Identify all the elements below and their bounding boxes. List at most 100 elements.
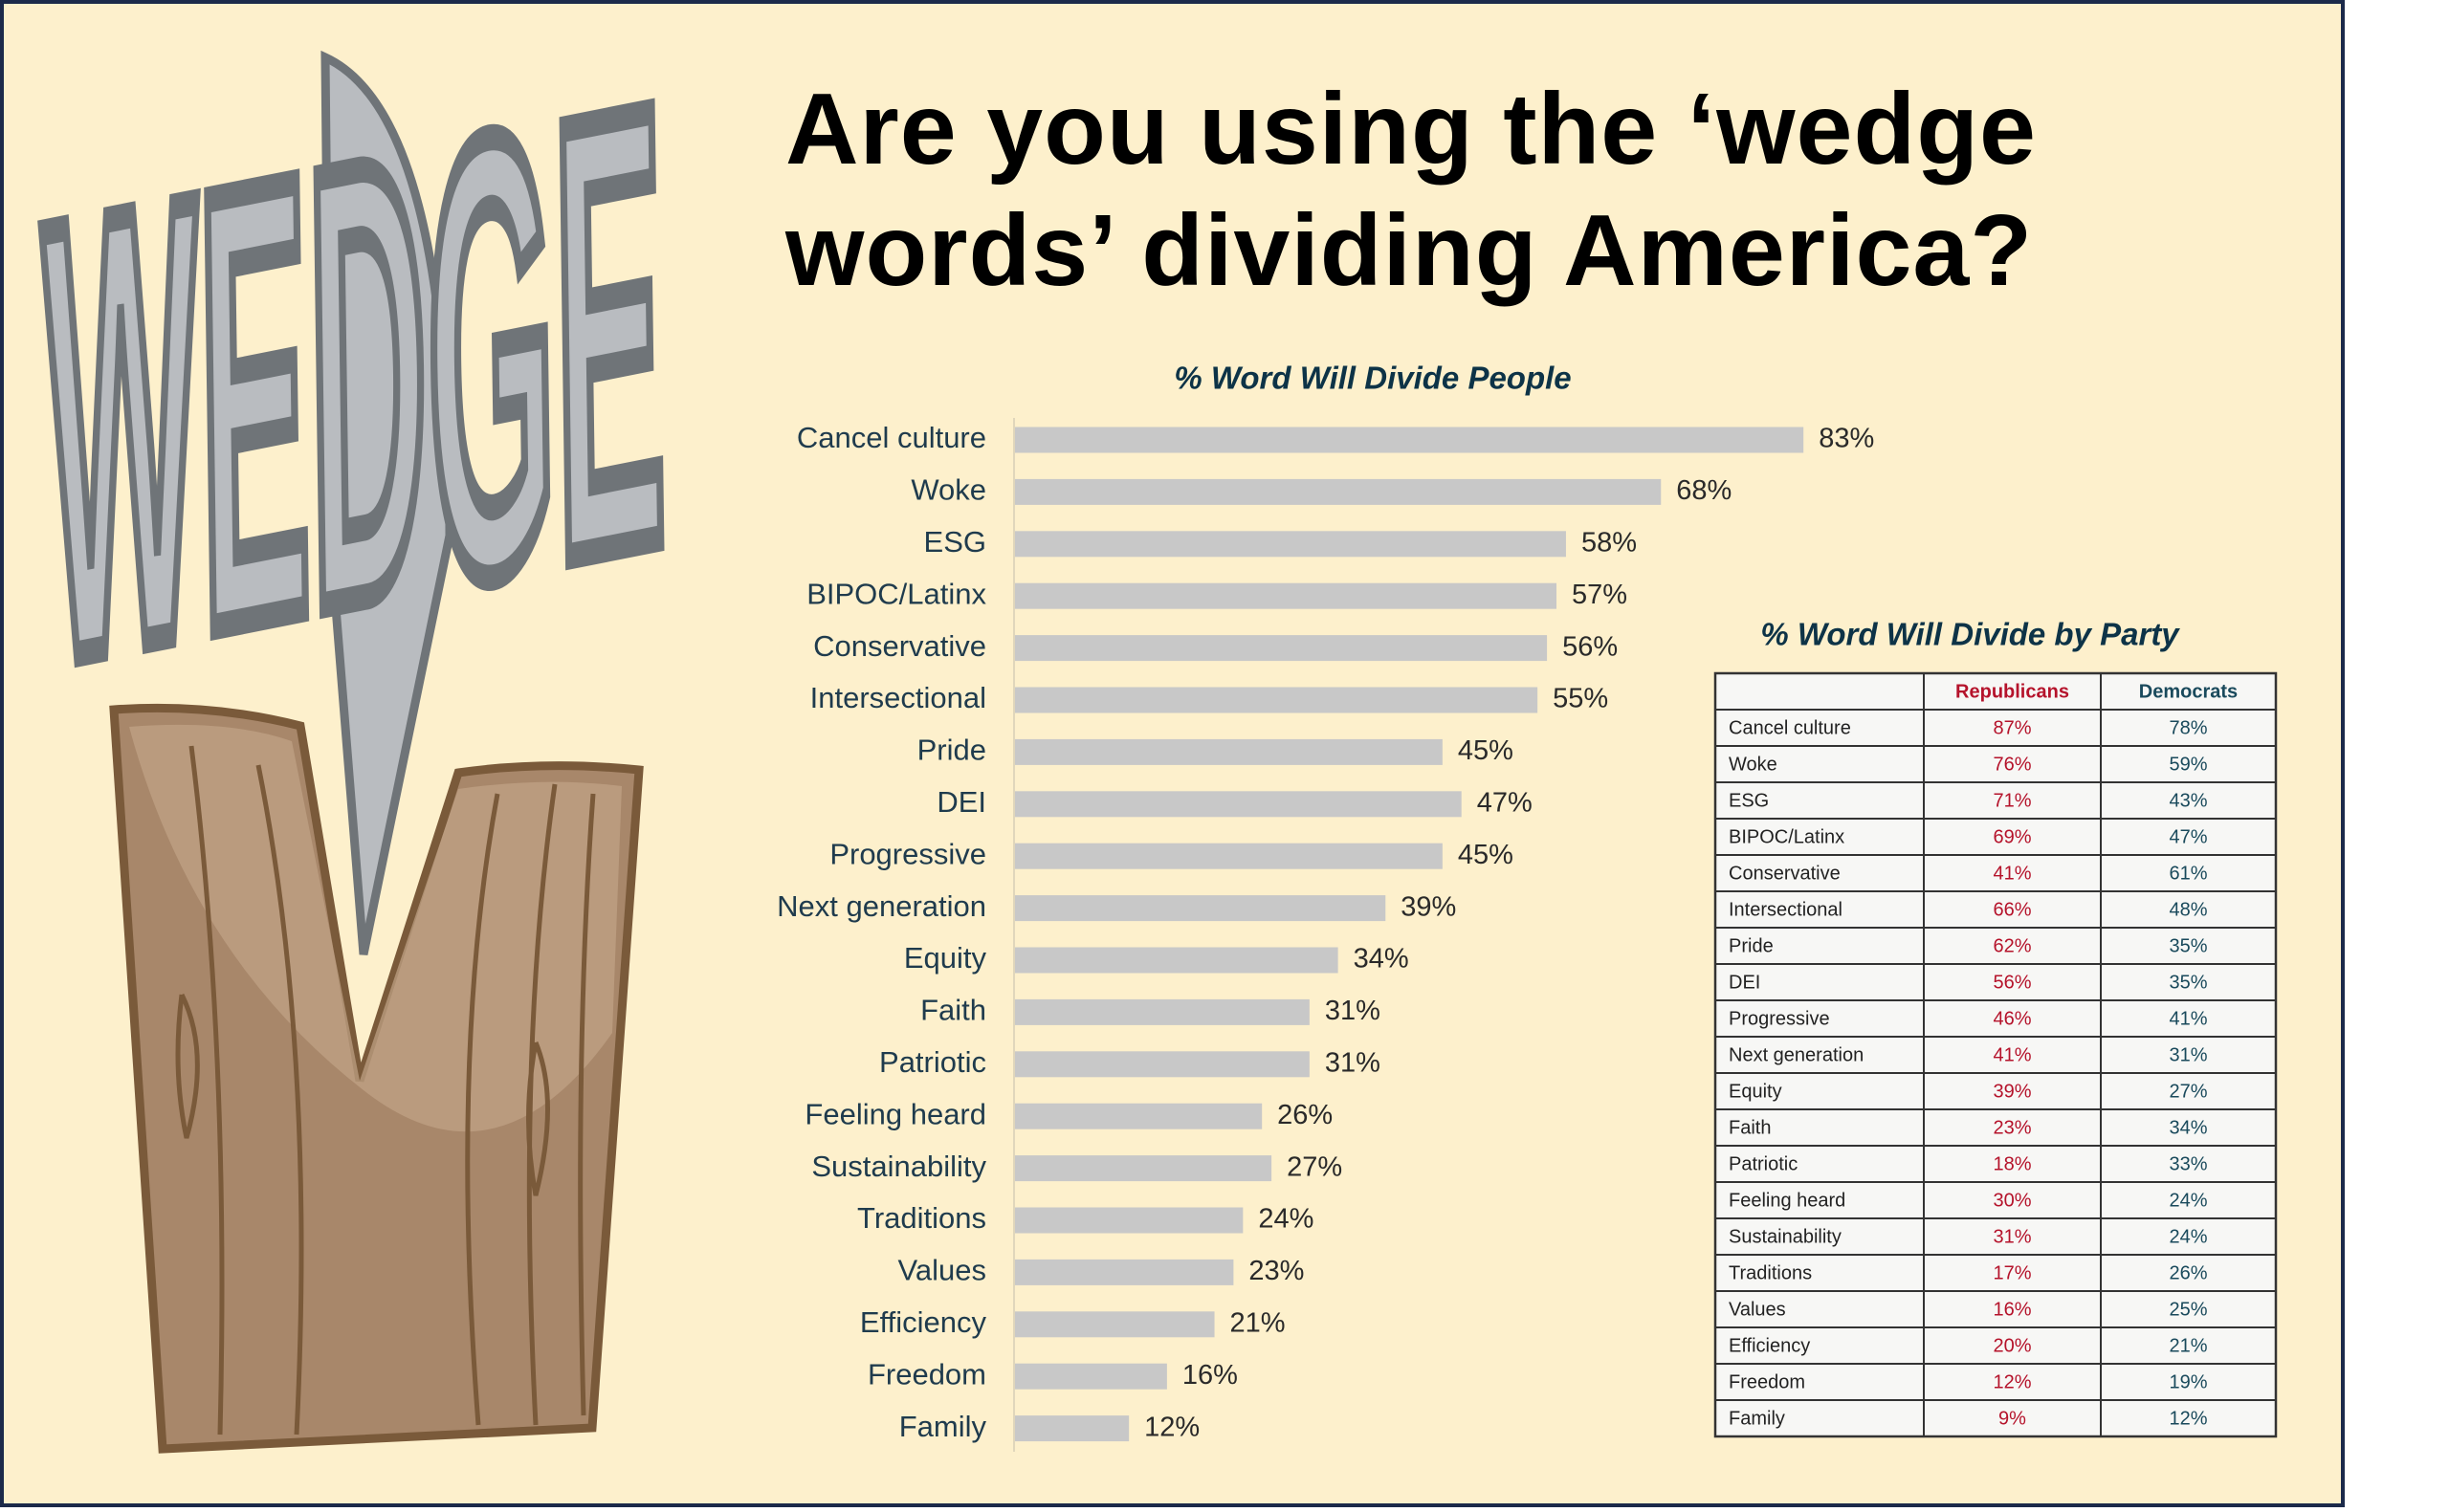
value-label: 34% [1354,944,1409,975]
table-cell: 76% [1993,754,2031,775]
bar [1015,427,1804,453]
table-cell: 19% [2169,1371,2207,1392]
category-label: ESG [924,525,986,559]
value-label: 21% [1230,1307,1286,1338]
category-label: Feeling heard [805,1097,986,1130]
value-label: 58% [1581,527,1637,558]
table-cell: 35% [2169,935,2207,956]
bar [1015,1103,1263,1129]
table-cell: 31% [2169,1044,2207,1065]
table-row-label: Cancel culture [1729,717,1851,738]
table-row-label: Faith [1729,1117,1771,1138]
table-row-label: BIPOC/Latinx [1729,826,1844,847]
table-cell: 18% [1993,1153,2031,1174]
category-label: Sustainability [811,1150,986,1183]
value-label: 31% [1325,1047,1380,1078]
category-label: Pride [917,734,986,767]
category-label: Freedom [868,1357,986,1391]
table-cell: 26% [2169,1262,2207,1283]
table-row-label: Equity [1729,1081,1782,1102]
bar [1015,1207,1244,1234]
value-label: 26% [1277,1100,1333,1130]
value-label: 12% [1144,1412,1200,1442]
category-label: DEI [937,785,986,819]
bar [1015,1363,1167,1390]
category-label: Traditions [857,1201,986,1235]
table-row-label: Efficiency [1729,1335,1810,1356]
bar [1015,635,1548,662]
category-label: Next generation [777,889,986,923]
value-label: 39% [1401,891,1456,922]
table-row-label: Progressive [1729,1008,1830,1029]
wedge-text: WEDGE [40,0,669,792]
chart-subtitle: % Word Will Divide People [1174,361,1571,396]
category-label: Cancel culture [797,421,986,454]
bar [1015,687,1538,713]
table-cell: 56% [1993,972,2031,993]
category-label: Progressive [829,837,986,870]
table-cell: 87% [1993,717,2031,738]
table-cell: 17% [1993,1262,2031,1283]
table-row-label: Intersectional [1729,899,1842,920]
table-cell: 34% [2169,1117,2207,1138]
table-cell: 23% [1993,1117,2031,1138]
bar [1015,738,1443,765]
category-label: Values [898,1254,987,1287]
bar [1015,1259,1234,1285]
table-row-label: ESG [1729,790,1769,811]
bar [1015,1311,1215,1338]
table-cell: 31% [1993,1226,2031,1247]
table-cell: 41% [2169,1008,2207,1029]
table-row-label: Values [1729,1299,1786,1320]
table-cell: 43% [2169,790,2207,811]
title: Are you using the ‘wedge words’ dividing… [785,73,2037,307]
value-label: 45% [1458,735,1513,766]
table-row-label: Next generation [1729,1044,1864,1065]
table-cell: 69% [1993,826,2031,847]
table-title: % Word Will Divide by Party [1760,617,2180,652]
table-row-label: Sustainability [1729,1226,1842,1247]
value-label: 45% [1458,840,1513,870]
bar [1015,478,1662,505]
value-label: 68% [1676,475,1732,506]
bar [1015,1051,1310,1078]
table-cell: 78% [2169,717,2207,738]
table-cell: 16% [1993,1299,2031,1320]
value-label: 47% [1477,787,1533,818]
table-row-label: Conservative [1729,863,1841,884]
category-label: Equity [904,941,987,975]
table-cell: 20% [1993,1335,2031,1356]
bar [1015,1415,1130,1442]
table-cell: 9% [1998,1408,2026,1429]
table-row-label: DEI [1729,972,1760,993]
table-cell: 61% [2169,863,2207,884]
table-cell: 46% [1993,1008,2031,1029]
table-cell: 71% [1993,790,2031,811]
table-cell: 48% [2169,899,2207,920]
table-cell: 25% [2169,1299,2207,1320]
table-cell: 62% [1993,935,2031,956]
table-cell: 47% [2169,826,2207,847]
value-label: 27% [1287,1151,1342,1182]
category-label: Intersectional [810,681,986,714]
category-label: Family [899,1410,987,1443]
bar [1015,582,1557,609]
bar [1015,531,1566,558]
table-cell: 66% [1993,899,2031,920]
wood-grain [175,745,596,1435]
table-bg [1713,671,2278,1438]
table-row-label: Pride [1729,935,1774,956]
table-cell: 41% [1993,863,2031,884]
table-cell: 39% [1993,1081,2031,1102]
category-label: BIPOC/Latinx [806,577,986,610]
category-label: Woke [911,473,986,507]
category-label: Conservative [813,629,986,663]
table-row-label: Traditions [1729,1262,1812,1283]
bar [1015,843,1443,869]
bar [1015,998,1310,1025]
value-label: 31% [1325,996,1380,1026]
table-cell: 12% [2169,1408,2207,1429]
table-cell: 33% [2169,1153,2207,1174]
